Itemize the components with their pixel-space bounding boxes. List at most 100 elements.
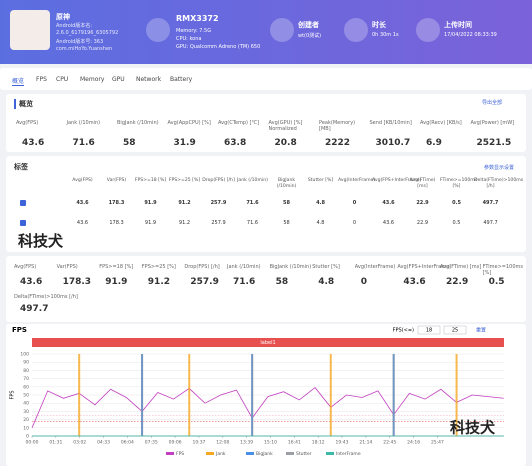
cell: 0.5 [452, 220, 461, 226]
summary-label: Avg(FPS+InterFrame) [397, 264, 452, 270]
summary-label: Jank (/10min) [227, 264, 261, 270]
app-info: Android版本名: [56, 23, 93, 29]
y-tick-label: 70 [23, 376, 29, 382]
event-bar [78, 354, 81, 436]
x-tick-label: 12:08 [216, 440, 229, 446]
reset-button[interactable]: 重置 [476, 327, 486, 334]
summary-value: 43.6 [403, 277, 426, 287]
summary-value: 22.9 [446, 277, 469, 287]
cell: 178.3 [108, 200, 125, 206]
cell: 4.8 [316, 200, 325, 206]
tab[interactable]: CPU [56, 76, 69, 83]
threshold-input[interactable] [417, 325, 441, 335]
column-header: BigJank (/10min) [276, 178, 297, 189]
x-tick-label: 03:02 [73, 440, 86, 446]
cell: 257.9 [210, 200, 227, 206]
legend-label[interactable]: Jank [215, 451, 226, 457]
cell: 0.5 [452, 200, 461, 206]
y-tick-label: 0 [26, 434, 29, 440]
legend-swatch[interactable] [206, 452, 214, 455]
row-checkbox[interactable] [20, 200, 26, 206]
tab[interactable]: Memory [80, 76, 105, 83]
metric-value: 58 [123, 138, 136, 148]
y-tick-label: 30 [23, 409, 29, 415]
metric-label: Avg(Recv) [KB/s] [420, 120, 462, 126]
threshold-input[interactable] [443, 325, 467, 335]
chart-title: FPS [12, 326, 27, 334]
duration-value: 0h 30m 1s [372, 32, 399, 38]
metric-value: 6.9 [426, 138, 442, 148]
tab-bar [0, 68, 532, 90]
legend-label[interactable]: InterFrame [336, 451, 361, 457]
x-tick-label: 18:12 [312, 440, 325, 446]
x-tick-label: 13:39 [240, 440, 253, 446]
cell: 71.6 [246, 200, 259, 206]
summary-value: 257.9 [190, 277, 219, 287]
summary-label: Avg(FPS) [14, 264, 37, 270]
device-icon [146, 18, 170, 42]
legend-swatch[interactable] [286, 452, 294, 455]
y-tick-label: 50 [23, 393, 29, 399]
tab[interactable]: GPU [112, 76, 125, 83]
metric-label: Avg(GPU) [%] Normalized [268, 120, 303, 132]
cell: 91.9 [144, 200, 157, 206]
device-model: RMX3372 [176, 14, 219, 23]
tab[interactable]: FPS [36, 76, 47, 83]
x-tick-label: 16:41 [288, 440, 301, 446]
summary-value: 4.8 [318, 277, 335, 287]
x-tick-label: 25:47 [431, 440, 444, 446]
column-header: Jank (/10min) [237, 178, 268, 183]
metric-label: BigJank (/10min) [117, 120, 159, 126]
threshold-value[interactable]: 18 [426, 328, 432, 334]
watermark: 科技犬 [450, 419, 496, 437]
column-header: Drop(FPS) [/h] [202, 178, 235, 183]
label-band [32, 338, 504, 347]
event-bar [141, 354, 144, 436]
x-tick-label: 21:14 [359, 440, 372, 446]
legend-swatch[interactable] [326, 452, 334, 455]
summary-label: FPS>=25 [%] [141, 264, 176, 270]
legend-label[interactable]: FPS [176, 451, 184, 457]
x-tick-label: 09:06 [169, 440, 182, 446]
x-tick-label: 15:10 [264, 440, 277, 446]
row-checkbox[interactable] [20, 220, 26, 226]
column-header: FTime>=100ms [%] [440, 178, 478, 189]
legend-swatch[interactable] [166, 452, 174, 455]
device-info: CPU: kona [176, 36, 202, 42]
summary-value: 0.5 [488, 277, 505, 287]
cell: 71.6 [246, 220, 259, 226]
settings-link[interactable]: 参数显示设置 [484, 165, 515, 171]
event-bar [455, 354, 458, 436]
threshold-value[interactable]: 25 [452, 328, 458, 334]
legend-swatch[interactable] [246, 452, 254, 455]
summary-value: 91.2 [147, 277, 171, 287]
legend-label[interactable]: BigJank [256, 451, 273, 457]
tab[interactable]: Battery [170, 76, 193, 83]
x-tick-label: 10:37 [192, 440, 205, 446]
legend-label[interactable]: Stutter [296, 451, 312, 457]
tab[interactable]: 概览 [12, 78, 25, 86]
threshold-label: FPS(<=) [393, 328, 414, 334]
app-name: 原神 [56, 13, 70, 21]
upload-label: 上传时间 [444, 21, 472, 29]
event-bar [329, 354, 332, 436]
x-tick-label: 00:00 [26, 440, 39, 446]
tab[interactable]: Network [136, 76, 162, 83]
device-info: Memory: 7.5G [176, 28, 212, 34]
cell: 4.8 [316, 220, 325, 226]
column-header: Avg(FTime) [ms] [409, 178, 436, 189]
column-header: Avg(InterFrame) [338, 178, 376, 183]
y-tick-label: 40 [23, 401, 29, 407]
export-link[interactable]: 导出全部 [482, 100, 503, 106]
app-info: 2.6.0_6179196_6305792 [56, 30, 119, 36]
creator-label: 创建者 [298, 21, 319, 29]
metric-value: 71.6 [72, 138, 95, 148]
summary-value: 497.7 [20, 304, 49, 314]
summary-label: Delta(FTime)>100ms [/h] [14, 294, 78, 300]
metric-value: 3010.7 [375, 138, 411, 148]
event-bar [188, 354, 191, 436]
event-bar [392, 354, 395, 436]
y-axis-label: FPS [10, 390, 16, 399]
metric-label: Avg(CTemp) [℃] [218, 120, 260, 126]
